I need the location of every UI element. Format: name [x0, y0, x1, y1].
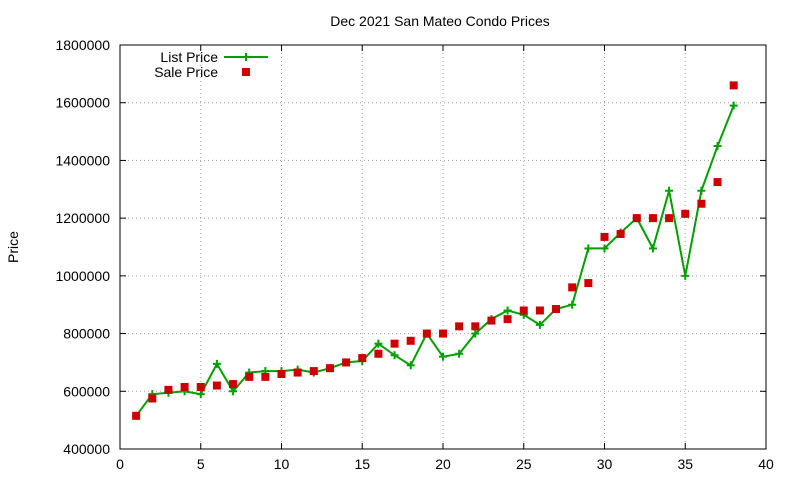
- data-point: [519, 306, 528, 315]
- series-sale-price: [132, 81, 738, 420]
- data-point: [390, 339, 399, 348]
- data-point: [180, 382, 189, 391]
- data-point: [568, 300, 577, 309]
- data-point: [374, 339, 383, 348]
- data-point: [471, 329, 480, 338]
- data-point: [229, 387, 238, 396]
- data-point: [487, 316, 496, 325]
- data-point: [600, 232, 609, 241]
- data-point: [261, 372, 270, 381]
- data-point: [358, 354, 367, 363]
- data-point: [648, 214, 657, 223]
- data-point: [196, 390, 205, 399]
- x-tick-label: 15: [354, 456, 370, 472]
- x-tick-label: 5: [197, 456, 205, 472]
- legend-entry: Sale Price: [154, 64, 250, 80]
- y-tick-label: 1200000: [55, 210, 110, 226]
- legend-label: Sale Price: [154, 64, 218, 80]
- data-point: [697, 199, 706, 208]
- data-point: [212, 381, 221, 390]
- data-point: [503, 315, 512, 324]
- x-tick-label: 20: [435, 456, 451, 472]
- y-tick-label: 1000000: [55, 268, 110, 284]
- x-tick-label: 0: [116, 456, 124, 472]
- legend-entry: List Price: [160, 49, 268, 65]
- x-tick-label: 35: [677, 456, 693, 472]
- x-tick-label: 30: [597, 456, 613, 472]
- y-axis-label: Price: [5, 231, 21, 263]
- data-point: [665, 186, 674, 195]
- data-point: [132, 411, 141, 420]
- data-point: [229, 380, 238, 389]
- y-tick-label: 400000: [63, 441, 110, 457]
- data-point: [729, 101, 738, 110]
- data-point: [503, 306, 512, 315]
- plot-area: [132, 81, 738, 420]
- data-point: [422, 329, 431, 338]
- series-line: [135, 105, 735, 417]
- data-point: [390, 351, 399, 360]
- data-point: [245, 372, 254, 381]
- data-point: [439, 352, 447, 361]
- data-point: [374, 349, 383, 358]
- data-point: [713, 142, 722, 150]
- data-point: [632, 214, 641, 223]
- data-point: [535, 306, 544, 315]
- data-point: [713, 178, 722, 187]
- data-point: [439, 329, 447, 338]
- data-point: [584, 279, 593, 288]
- data-point: [212, 359, 221, 368]
- legend-label: List Price: [160, 49, 218, 65]
- grid-lines: [120, 45, 766, 449]
- data-point: [568, 283, 577, 292]
- data-point: [681, 209, 690, 218]
- data-point: [471, 322, 480, 331]
- data-point: [681, 271, 690, 280]
- data-point: [455, 349, 464, 358]
- data-point: [552, 305, 561, 314]
- y-tick-label: 1800000: [55, 37, 110, 53]
- data-point: [325, 364, 334, 373]
- legend-marker: [242, 68, 250, 76]
- y-tick-label: 1400000: [55, 152, 110, 168]
- data-point: [148, 394, 157, 403]
- data-point: [665, 214, 674, 223]
- data-point: [616, 230, 625, 239]
- x-tick-label: 40: [758, 456, 774, 472]
- x-tick-label: 10: [274, 456, 290, 472]
- data-point: [293, 368, 302, 377]
- axes: 0 5 10 15 20 25 30 35 40 400000 600000 800000 100000…: [55, 37, 774, 472]
- data-point: [648, 244, 657, 253]
- y-tick-label: 800000: [63, 326, 110, 342]
- data-point: [584, 244, 593, 253]
- data-point: [277, 369, 286, 378]
- data-point: [535, 320, 544, 329]
- data-point: [196, 382, 205, 391]
- y-tick-label: 1600000: [55, 95, 110, 111]
- y-tick-label: 600000: [63, 383, 110, 399]
- data-point: [309, 367, 318, 376]
- data-point: [164, 385, 173, 394]
- data-point: [600, 244, 609, 253]
- chart-title: Dec 2021 San Mateo Condo Prices: [330, 13, 549, 29]
- data-point: [406, 336, 415, 345]
- data-point: [455, 322, 464, 331]
- legend-marker: [242, 53, 250, 61]
- data-point: [342, 358, 351, 367]
- series-list-price: [132, 101, 738, 420]
- data-point: [406, 361, 415, 370]
- data-point: [697, 186, 706, 195]
- x-tick-label: 25: [516, 456, 532, 472]
- data-point: [729, 81, 738, 90]
